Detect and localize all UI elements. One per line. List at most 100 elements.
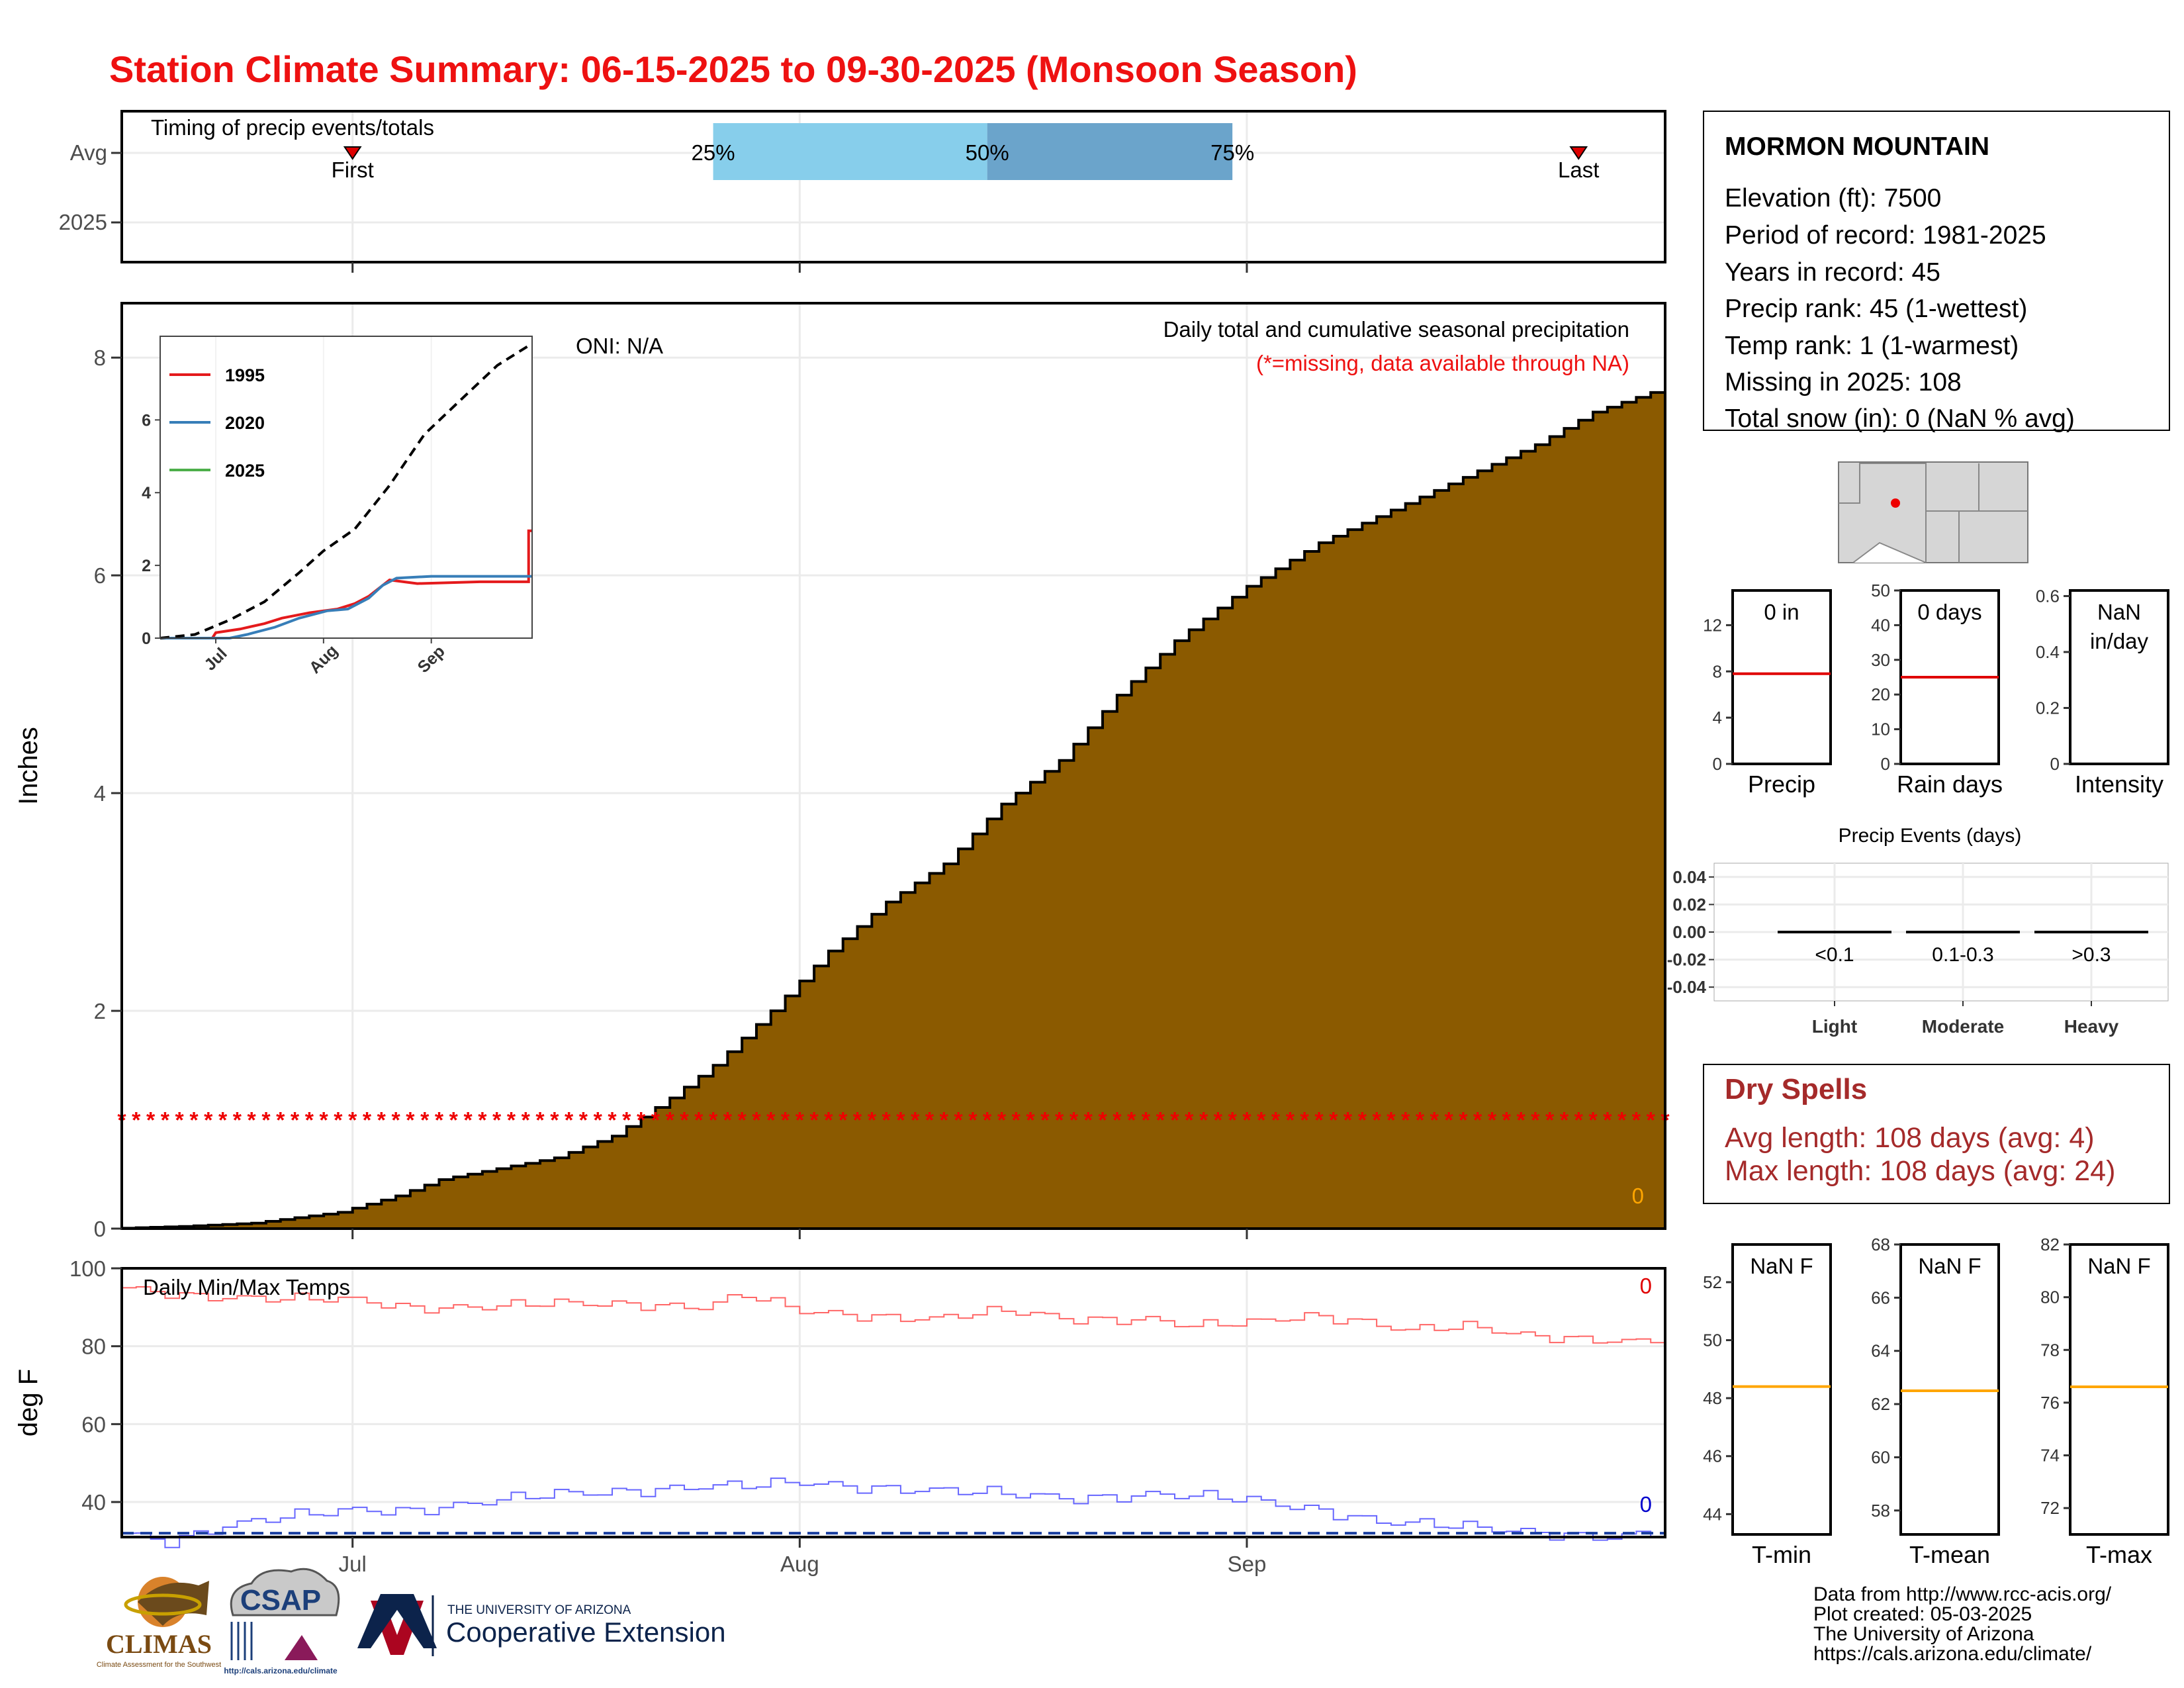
svg-text:*: * — [594, 1108, 603, 1133]
svg-text:*: * — [449, 1108, 459, 1133]
precip_summary-y-tick-0: 0 — [1713, 754, 1722, 774]
svg-text:*: * — [1271, 1108, 1281, 1133]
svg-text:*: * — [752, 1108, 761, 1133]
timing-row-2025: 2025 — [59, 210, 107, 234]
svg-text:*: * — [796, 1108, 805, 1133]
precip_summary-y-tick-4: 4 — [1713, 708, 1722, 727]
oni-label: ONI: N/A — [576, 334, 663, 358]
first-event-label: First — [332, 158, 374, 182]
svg-text:*: * — [522, 1108, 531, 1133]
svg-text:*: * — [637, 1108, 646, 1133]
x-tick-label-jul: Jul — [339, 1552, 367, 1576]
svg-text:*: * — [1185, 1108, 1194, 1133]
csap-logo-url: http://cals.arizona.edu/climate — [224, 1666, 338, 1675]
svg-text:*: * — [709, 1108, 718, 1133]
raindays_summary-y-tick-50: 50 — [1871, 581, 1890, 600]
dry-spells-max: Max length: 108 days (avg: 24) — [1725, 1155, 2115, 1187]
svg-text:*: * — [1329, 1108, 1338, 1133]
temp-y-tick-40: 40 — [81, 1490, 106, 1515]
tmin_summary-value-label: NaN F — [1750, 1254, 1813, 1278]
tmean_summary-y-tick-58: 58 — [1871, 1501, 1890, 1521]
svg-text:*: * — [1531, 1108, 1540, 1133]
svg-text:*: * — [1401, 1108, 1410, 1133]
svg-text:*: * — [1488, 1108, 1497, 1133]
precip-events-chart: Precip Events (days) 0.04 0.02 0.00 -0.02 -0… — [1667, 825, 2169, 1037]
svg-text:*: * — [954, 1108, 963, 1133]
inset-line-2020 — [160, 575, 532, 639]
last-event-marker — [1569, 146, 1588, 160]
tmin_summary-y-tick-50: 50 — [1703, 1331, 1722, 1350]
tmin_summary-y-tick-46: 46 — [1703, 1446, 1722, 1466]
tmean_summary-y-tick-66: 66 — [1871, 1288, 1890, 1307]
locator-map — [1838, 461, 2028, 563]
svg-text:*: * — [1084, 1108, 1093, 1133]
temp-max-count: 0 — [1640, 1274, 1652, 1298]
svg-text:*: * — [1603, 1108, 1612, 1133]
tmean-summary-chart: 58 60 62 64 66 68 NaN F T-mean — [1871, 1235, 2000, 1568]
station-line-missing: Missing in 2025: 108 — [1725, 368, 1962, 397]
credit-data-source: Data from http://www.rcc-acis.org/ — [1813, 1583, 2112, 1605]
timing-panel-label: Timing of precip events/totals — [151, 115, 434, 140]
svg-text:*: * — [248, 1108, 257, 1133]
climas-logo-text: CLIMAS — [106, 1629, 212, 1659]
station-line-temp-rank: Temp rank: 1 (1-warmest) — [1725, 332, 2019, 360]
legend-label-1995: 1995 — [225, 365, 265, 385]
svg-text:*: * — [565, 1108, 574, 1133]
tmax_summary-y-tick-80: 80 — [2040, 1288, 2060, 1307]
cumulative-precip-area — [120, 391, 1666, 1230]
events-category-heavy: Heavy — [2064, 1016, 2119, 1037]
svg-text:*: * — [608, 1108, 617, 1133]
tmin_summary-y-tick-52: 52 — [1703, 1272, 1722, 1292]
inset-y-tick-0: 0 — [142, 630, 151, 648]
raindays_summary-y-tick-0: 0 — [1881, 754, 1890, 774]
svg-text:*: * — [1416, 1108, 1425, 1133]
svg-text:*: * — [1588, 1108, 1598, 1133]
timing-q1-bar — [713, 123, 987, 180]
svg-text:*: * — [1372, 1108, 1381, 1133]
credit-url: https://cals.arizona.edu/climate/ — [1813, 1643, 2092, 1665]
station-line-years: Years in record: 45 — [1725, 258, 1940, 287]
last-event-label: Last — [1558, 158, 1599, 182]
temp-panel-title: Daily Min/Max Temps — [143, 1275, 350, 1299]
ua-logo-big-text: Cooperative Extension — [446, 1617, 726, 1648]
svg-text:*: * — [896, 1108, 905, 1133]
svg-text:*: * — [1012, 1108, 1021, 1133]
svg-text:*: * — [363, 1108, 372, 1133]
svg-text:*: * — [550, 1108, 559, 1133]
intensity_summary-value-label-line2: in/day — [2090, 629, 2149, 653]
temp-y-tick-80: 80 — [81, 1335, 106, 1359]
inset-y-tick-6: 6 — [142, 411, 151, 430]
svg-text:*: * — [334, 1108, 343, 1133]
svg-text:*: * — [1156, 1108, 1165, 1133]
raindays_summary-y-tick-20: 20 — [1871, 684, 1890, 704]
ua-logo-small-text: THE UNIVERSITY OF ARIZONA — [447, 1603, 631, 1617]
x-tick-label-sep: Sep — [1228, 1552, 1267, 1576]
tmax_summary-y-tick-76: 76 — [2040, 1393, 2060, 1413]
tmin-summary-chart: 44 46 48 50 52 NaN F T-min — [1703, 1243, 1832, 1568]
svg-text:*: * — [940, 1108, 949, 1133]
svg-text:*: * — [1300, 1108, 1310, 1133]
precip-y-tick-6: 6 — [94, 563, 106, 588]
svg-text:*: * — [824, 1108, 833, 1133]
precip-y-tick-0: 0 — [94, 1217, 106, 1241]
svg-text:*: * — [1358, 1108, 1367, 1133]
station-info-box: MORMON MOUNTAIN Elevation (ft): 7500 Per… — [1703, 111, 2170, 433]
missing-markers: * * * * * * * * * * * * * * * * * * * * * * * * * * * * * * * * * * * * * * * *… — [117, 1108, 1670, 1133]
svg-text:*: * — [1214, 1108, 1223, 1133]
tmax_summary-y-tick-82: 82 — [2040, 1235, 2060, 1254]
dry-spells-box: Dry Spells Avg length: 108 days (avg: 4)… — [1703, 1064, 2170, 1204]
tmean_summary-y-tick-68: 68 — [1871, 1235, 1890, 1254]
svg-text:*: * — [1516, 1108, 1525, 1133]
svg-text:*: * — [261, 1108, 271, 1133]
inset-y-tick-4: 4 — [142, 484, 151, 502]
svg-text:*: * — [1560, 1108, 1569, 1133]
svg-text:*: * — [680, 1108, 689, 1133]
tmean_summary-y-tick-64: 64 — [1871, 1341, 1890, 1361]
credit-plot-created: Plot created: 05-03-2025 — [1813, 1603, 2032, 1625]
station-line-snow: Total snow (in): 0 (NaN % avg) — [1725, 404, 2075, 433]
svg-text:*: * — [579, 1108, 588, 1133]
svg-text:*: * — [1574, 1108, 1584, 1133]
svg-text:*: * — [1055, 1108, 1064, 1133]
svg-text:*: * — [968, 1108, 978, 1133]
